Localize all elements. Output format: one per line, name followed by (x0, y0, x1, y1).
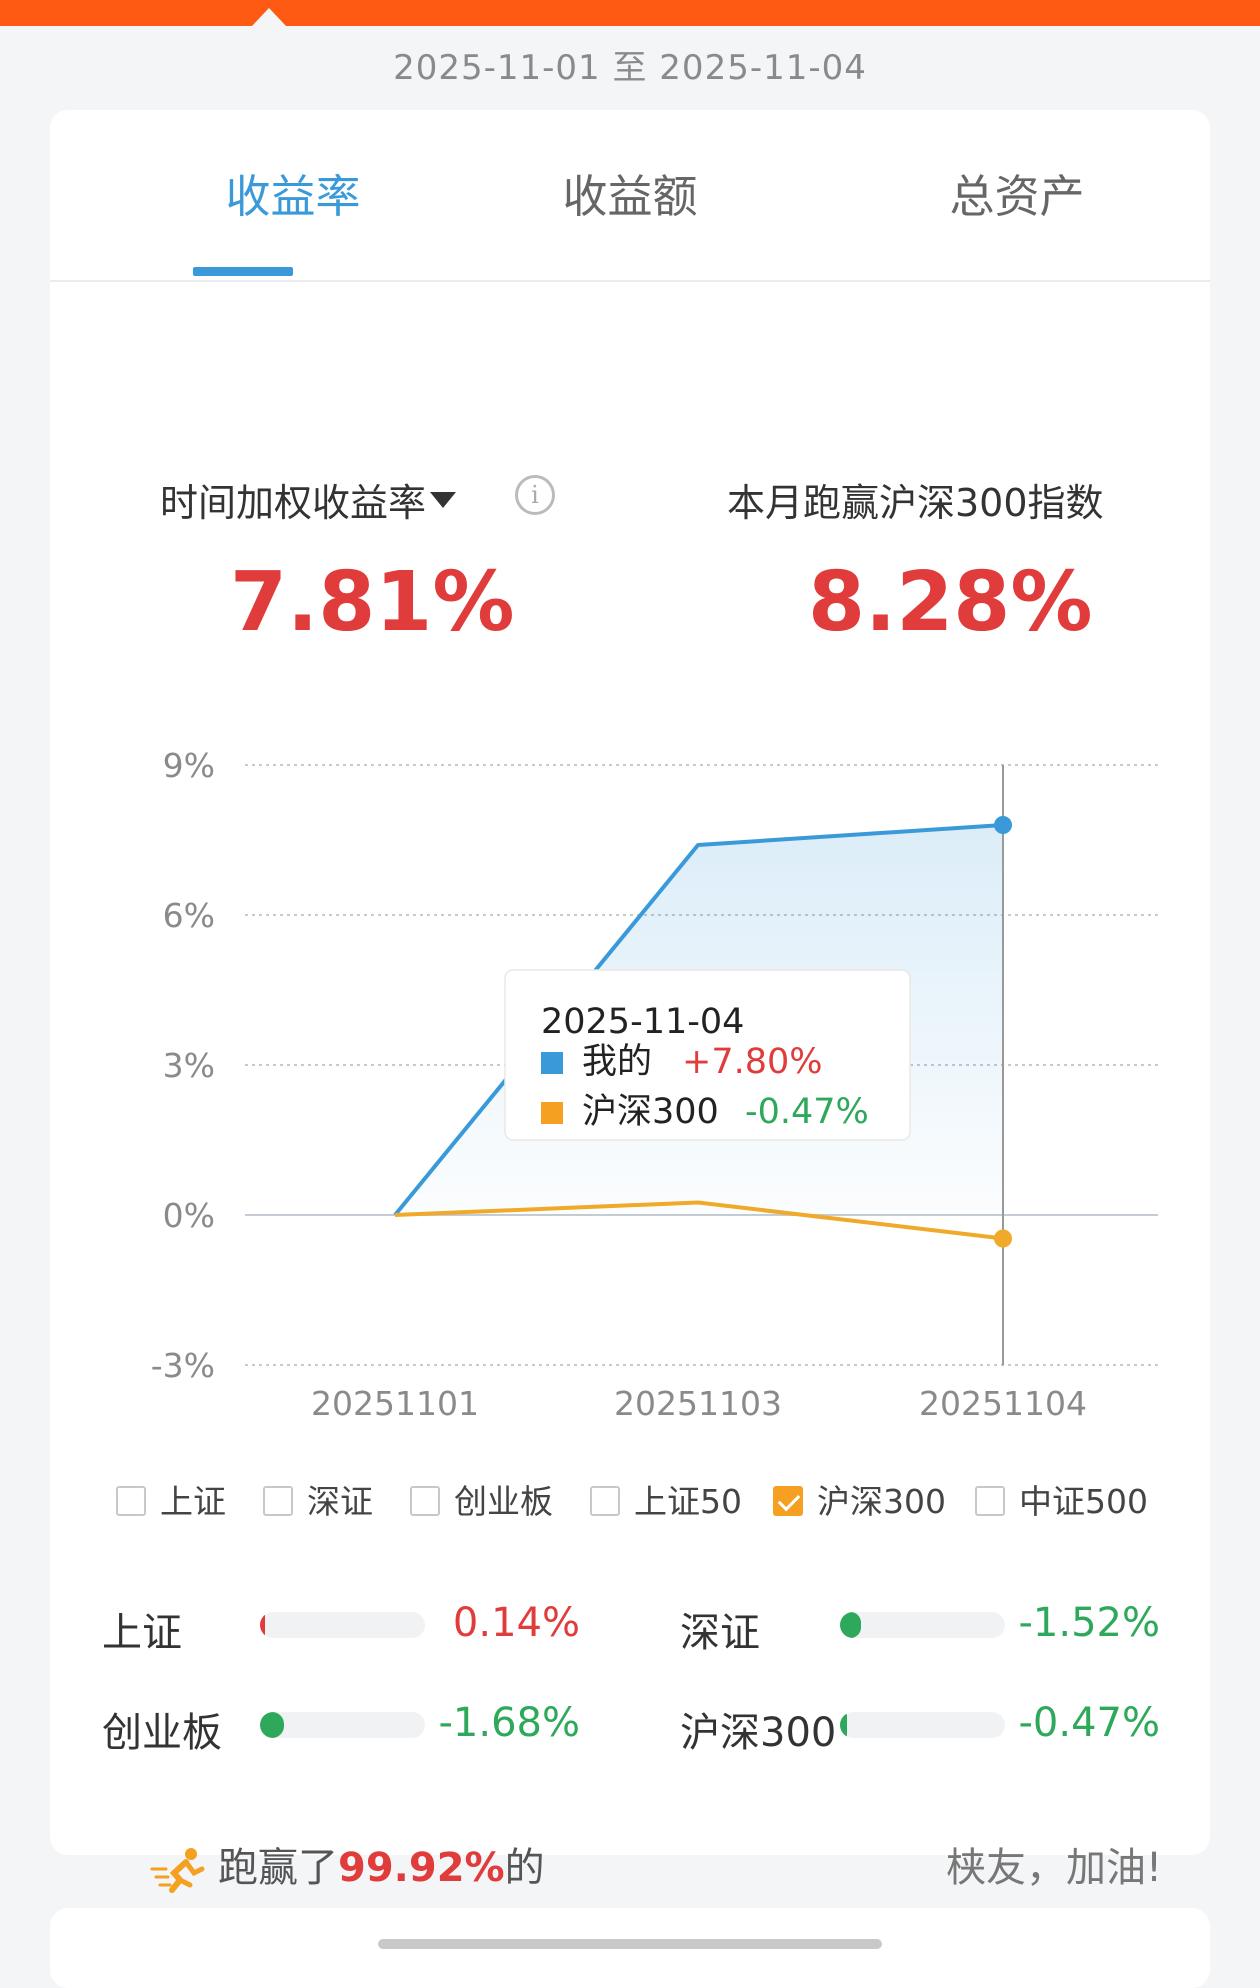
runner-icon (150, 1848, 205, 1893)
beat-suffix: 的 (504, 1845, 545, 1891)
legend-item-4[interactable]: 沪深300 (773, 1475, 946, 1523)
tooltip-date: 2025-11-04 (541, 1002, 744, 1042)
legend-item-0[interactable]: 上证 (116, 1475, 226, 1523)
legend-item-1[interactable]: 深证 (263, 1475, 373, 1523)
checkbox-icon[interactable] (590, 1485, 620, 1516)
beat-ratio-line: 跑赢了99.92%的 (150, 1835, 545, 1893)
index-value: -0.47% (1018, 1700, 1160, 1746)
checkbox-icon[interactable] (116, 1485, 146, 1516)
return-chart[interactable]: 9% 6% 3% 0% -3% 20251101 20251103 20251104 2025-… (50, 730, 1210, 1450)
date-range[interactable]: 2025-11-01 至 2025-11-04 (393, 48, 867, 88)
caret-down-icon (430, 491, 457, 508)
index-value: -1.52% (1018, 1600, 1160, 1646)
tab-return-rate[interactable]: 收益率 (225, 170, 361, 223)
y-tick-label: 0% (163, 1196, 215, 1235)
legend-label: 中证500 (1019, 1482, 1148, 1521)
tooltip-name-mine: 我的 (582, 1042, 652, 1082)
time-weighted-dropdown[interactable]: 时间加权收益率 (160, 472, 457, 527)
index-bar (840, 1712, 1005, 1738)
x-tick-label: 20251103 (614, 1384, 782, 1423)
index-bar-fill (260, 1712, 284, 1738)
legend-label: 沪深300 (817, 1482, 946, 1521)
tooltip-box (504, 969, 911, 1141)
tooltip-swatch-hs300 (541, 1102, 563, 1124)
series-point-hs300 (994, 1229, 1012, 1248)
tab-return-amount[interactable]: 收益额 (562, 170, 698, 223)
metric-right-label: 本月跑赢沪深300指数 (727, 481, 1104, 525)
index-name: 上证 (102, 1610, 182, 1656)
checkbox-icon[interactable] (975, 1485, 1005, 1516)
checkbox-checked-icon[interactable] (773, 1485, 803, 1516)
index-bar-fill (840, 1712, 847, 1738)
x-tick-label: 20251101 (311, 1384, 479, 1423)
returns-card: 收益率 收益额 总资产 时间加权收益率 i 7.81% 本月跑赢沪深300指数 … (50, 110, 1210, 1893)
index-name: 沪深300 (680, 1710, 837, 1756)
beat-prefix: 跑赢了 (218, 1845, 338, 1891)
index-bar (260, 1612, 425, 1638)
legend-label: 上证 (160, 1482, 226, 1521)
top-bar (0, 0, 1260, 26)
index-bar-fill (840, 1612, 862, 1638)
tooltip-value-mine: +7.80% (682, 1042, 823, 1082)
index-bar (840, 1612, 1005, 1638)
checkbox-icon[interactable] (263, 1485, 293, 1516)
index-name: 创业板 (102, 1710, 222, 1756)
legend-item-2[interactable]: 创业板 (410, 1475, 553, 1523)
cheer-text: 𬂩友，加油! (946, 1845, 1163, 1891)
y-tick-label: -3% (151, 1346, 215, 1385)
index-value: -1.68% (438, 1700, 580, 1746)
y-tick-label: 3% (163, 1046, 215, 1085)
index-value: 0.14% (452, 1600, 580, 1646)
series-line-mine (393, 823, 1004, 1217)
top-bar-notch (252, 8, 286, 26)
info-icon[interactable]: i (515, 475, 555, 515)
legend-label: 上证50 (634, 1482, 742, 1521)
y-tick-label: 6% (163, 896, 215, 935)
tooltip-swatch-mine (541, 1052, 563, 1074)
legend-item-3[interactable]: 上证50 (590, 1475, 742, 1523)
series-point-mine (994, 816, 1012, 834)
legend-label: 创业板 (454, 1482, 553, 1521)
home-indicator[interactable] (378, 1939, 882, 1949)
tab-bar: 收益率 收益额 总资产 (50, 110, 1210, 282)
index-name: 深证 (680, 1610, 760, 1656)
beat-percent: 99.92% (338, 1845, 505, 1891)
legend-item-5[interactable]: 中证500 (975, 1475, 1148, 1523)
checkbox-icon[interactable] (410, 1485, 440, 1516)
y-tick-label: 9% (163, 746, 215, 785)
active-tab-indicator (193, 267, 293, 276)
x-tick-label: 20251104 (919, 1384, 1087, 1423)
metric-right-value: 8.28% (808, 555, 1093, 650)
tooltip-value-hs300: -0.47% (745, 1092, 869, 1132)
tab-total-assets[interactable]: 总资产 (949, 170, 1085, 223)
metric-left-value: 7.81% (230, 555, 515, 650)
legend-label: 深证 (307, 1482, 373, 1521)
index-bar-fill (260, 1612, 265, 1638)
metric-left-label: 时间加权收益率 (160, 481, 427, 525)
series-line-hs300 (394, 1200, 1004, 1241)
index-bar (260, 1712, 425, 1738)
tooltip-name-hs300: 沪深300 (582, 1092, 719, 1132)
